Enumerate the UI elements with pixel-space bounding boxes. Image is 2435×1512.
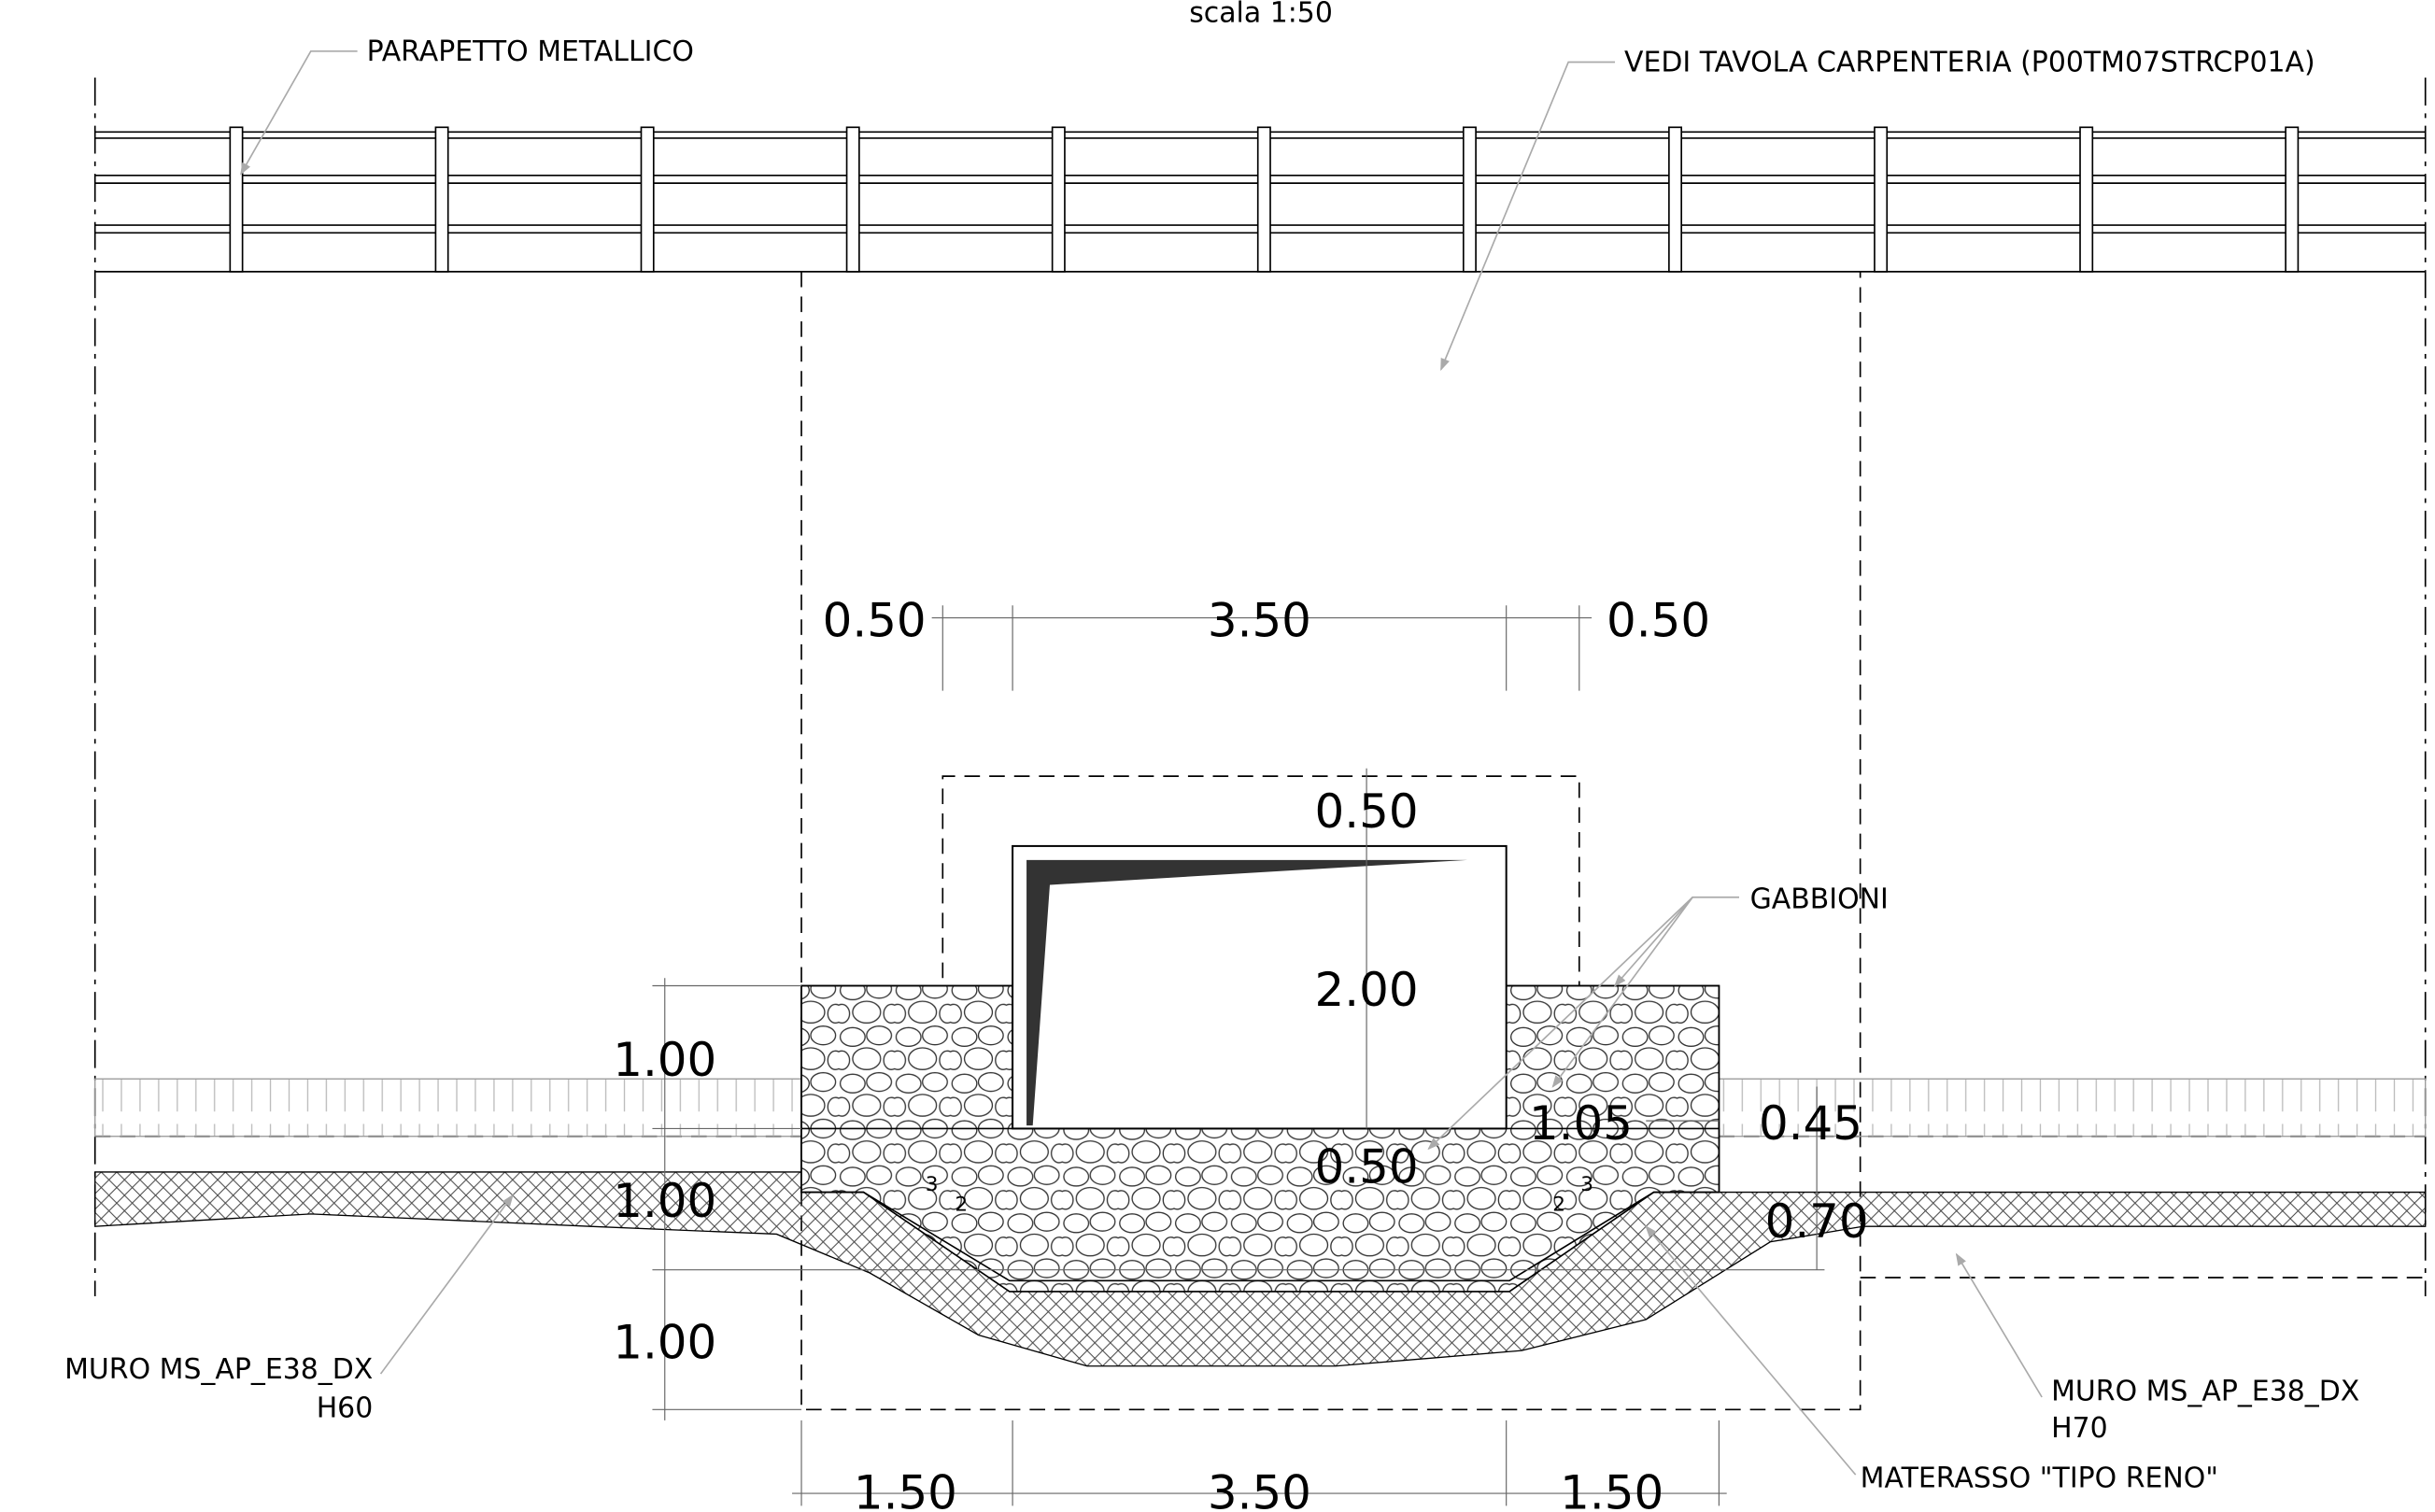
- dimension: 0.50: [823, 594, 927, 648]
- dimension: 3.50: [1208, 1466, 1311, 1512]
- slope: 3: [1580, 1173, 1593, 1196]
- label: VEDI TAVOLA CARPENTERIA (P00TM07STRCP01A…: [1624, 46, 2315, 78]
- dimension: 0.70: [1765, 1194, 1869, 1249]
- dimension: 0.50: [1607, 594, 1710, 648]
- railing-post: [1464, 127, 1476, 272]
- railing-post: [435, 127, 447, 272]
- label: PARAPETTO METALLICO: [367, 35, 694, 68]
- slope: 2: [955, 1194, 968, 1217]
- label: H60: [317, 1392, 374, 1425]
- railing-post: [2286, 127, 2298, 272]
- railing-post: [230, 127, 242, 272]
- culvert: [1012, 846, 1507, 1129]
- dimension: 0.50: [1315, 784, 1419, 839]
- railing-post: [1875, 127, 1887, 272]
- slope: 3: [926, 1173, 939, 1196]
- railing-post: [847, 127, 859, 272]
- dimension: 3.50: [1208, 594, 1311, 648]
- railing-post: [1669, 127, 1681, 272]
- dimension: 0.50: [1315, 1140, 1419, 1194]
- label: MURO MS_AP_E38_DX: [2051, 1375, 2359, 1407]
- page: {"header": {"scale": "scala 1:50"}, "lab…: [0, 0, 2435, 1512]
- dimension: 1.00: [613, 1174, 716, 1228]
- wall: [95, 1079, 801, 1137]
- dimension: 0.45: [1759, 1096, 1862, 1151]
- dimension: 1.00: [613, 1033, 716, 1087]
- dimension: 1.00: [613, 1315, 716, 1369]
- label: MURO MS_AP_E38_DX: [64, 1353, 373, 1386]
- dimension: 1.50: [854, 1466, 957, 1512]
- railing-post: [641, 127, 653, 272]
- drawing: scala 1:50 PARAPETTO METALLICO VEDI TAVO…: [0, 0, 2435, 1512]
- railing-post: [1258, 127, 1270, 272]
- scale: scala 1:50: [1189, 0, 1333, 29]
- dimension: 1.05: [1529, 1096, 1633, 1151]
- railing: [95, 127, 2426, 272]
- railing-post: [1053, 127, 1065, 272]
- dimension: 1.50: [1560, 1466, 1663, 1512]
- label: GABBIONI: [1750, 883, 1889, 915]
- label: H70: [2051, 1412, 2108, 1445]
- railing-post: [2080, 127, 2092, 272]
- label: MATERASSO "TIPO RENO": [1861, 1462, 2218, 1494]
- dimension: 2.00: [1315, 963, 1419, 1017]
- slope: 2: [1552, 1194, 1565, 1217]
